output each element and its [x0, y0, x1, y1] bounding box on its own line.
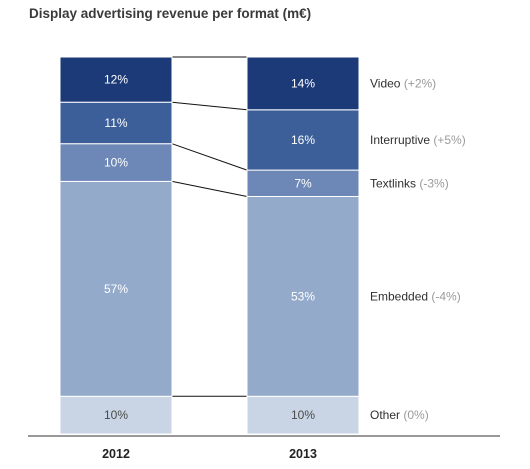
legend-change-interruptive: (+5%)	[433, 133, 465, 147]
bar-video-2013	[246, 56, 360, 111]
legend-interruptive: Interruptive (+5%)	[370, 133, 466, 147]
legend-name-video: Video	[370, 76, 404, 90]
legend-change-embedded: (-4%)	[431, 289, 460, 303]
data-label-interruptive-2012: 11%	[104, 116, 127, 130]
segment-labels: 10% 57% 10% 11% 12% 10% 53% 7% 16% 14%	[104, 73, 315, 423]
legend-change-other: (0%)	[403, 408, 428, 422]
data-label-other-2013: 10%	[291, 408, 315, 422]
bars	[59, 56, 360, 435]
bar-other-2012	[59, 395, 173, 435]
legend-name-other: Other	[370, 408, 403, 422]
connector-video	[171, 101, 248, 111]
data-label-video-2012: 12%	[104, 73, 128, 87]
data-label-other-2012: 10%	[104, 408, 128, 422]
legend-embedded: Embedded (-4%)	[370, 289, 461, 303]
bar-embedded-2012	[59, 180, 173, 397]
category-labels: 2012 2013	[102, 447, 317, 461]
data-label-embedded-2013: 53%	[291, 289, 315, 303]
legend-textlinks: Textlinks (-3%)	[370, 176, 449, 190]
data-label-textlinks-2013: 7%	[294, 176, 312, 190]
data-label-textlinks-2012: 10%	[104, 156, 128, 170]
bar-video-2012	[59, 56, 173, 103]
data-label-interruptive-2013: 16%	[291, 133, 315, 147]
bar-interruptive-2013	[246, 109, 360, 171]
chart-title: Display advertising revenue per format (…	[29, 6, 312, 21]
data-label-embedded-2012: 57%	[104, 282, 128, 296]
legend-change-textlinks: (-3%)	[419, 176, 448, 190]
bar-embedded-2013	[246, 196, 360, 397]
bar-other-2013	[246, 395, 360, 435]
legend-video: Video (+2%)	[370, 76, 436, 90]
category-label-2013: 2013	[289, 447, 317, 461]
data-label-video-2013: 14%	[291, 76, 315, 90]
legend-name-embedded: Embedded	[370, 289, 431, 303]
legend-change-video: (+2%)	[404, 76, 436, 90]
connector-textlinks	[171, 180, 248, 197]
bar-textlinks-2012	[59, 143, 173, 182]
legend-name-textlinks: Textlinks	[370, 176, 419, 190]
legend: Other (0%) Embedded (-4%) Textlinks (-3%) I…	[370, 76, 466, 422]
connector-interruptive	[171, 143, 248, 171]
bar-interruptive-2012	[59, 101, 173, 145]
legend-name-interruptive: Interruptive	[370, 133, 433, 147]
legend-other: Other (0%)	[370, 408, 429, 422]
category-label-2012: 2012	[102, 447, 130, 461]
connector-lines	[171, 56, 248, 397]
